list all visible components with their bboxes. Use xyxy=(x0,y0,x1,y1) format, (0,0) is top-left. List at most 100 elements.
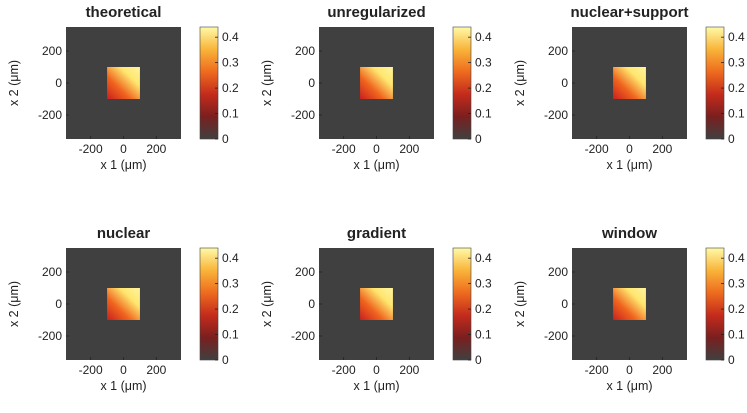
y-tick-label: 0 xyxy=(308,76,315,90)
x-tick-label: 0 xyxy=(373,142,380,156)
x-tick-label: 0 xyxy=(120,142,127,156)
x-tick-label: -200 xyxy=(79,363,103,377)
y-tick-label: -200 xyxy=(291,329,315,343)
y-axis-label: x 2 (μm) xyxy=(260,60,274,106)
y-tick-label: 0 xyxy=(561,76,568,90)
colorbar xyxy=(705,26,725,140)
colorbar-tick-label: 0.3 xyxy=(728,277,745,291)
x-tick-label: 200 xyxy=(146,142,166,156)
y-tick-label: 0 xyxy=(308,297,315,311)
colorbar-tick-label: 0.1 xyxy=(222,328,239,342)
heatmap-square xyxy=(613,67,646,99)
colorbar-tick-label: 0 xyxy=(222,132,229,146)
y-axis-label: x 2 (μm) xyxy=(513,281,527,327)
x-tick-label: 200 xyxy=(146,363,166,377)
heatmap-square xyxy=(360,67,393,99)
panel-title: unregularized xyxy=(327,4,425,21)
colorbar xyxy=(199,247,219,361)
x-tick-label: 200 xyxy=(399,363,419,377)
y-tick-label: 0 xyxy=(561,297,568,311)
colorbar-tick-label: 0.1 xyxy=(728,328,745,342)
colorbar-tick-label: 0.3 xyxy=(475,277,492,291)
y-tick-label: 200 xyxy=(548,44,568,58)
heatmap-square xyxy=(360,288,393,320)
colorbar-tick-label: 0.1 xyxy=(222,107,239,121)
x-tick-label: 0 xyxy=(373,363,380,377)
x-tick-label: 200 xyxy=(399,142,419,156)
colorbar-tick-label: 0.1 xyxy=(475,328,492,342)
colorbar-tick-label: 0.1 xyxy=(475,107,492,121)
y-tick-label: 0 xyxy=(55,76,62,90)
x-tick-label: 0 xyxy=(626,363,633,377)
x-tick-label: 200 xyxy=(652,363,672,377)
y-tick-label: 200 xyxy=(42,265,62,279)
panel-title: theoretical xyxy=(86,4,162,21)
colorbar xyxy=(452,247,472,361)
colorbar-tick-label: 0.3 xyxy=(222,277,239,291)
colorbar-tick-label: 0.1 xyxy=(728,107,745,121)
y-tick-label: 0 xyxy=(55,297,62,311)
colorbar-tick-label: 0 xyxy=(728,132,735,146)
y-tick-label: -200 xyxy=(544,108,568,122)
x-tick-label: -200 xyxy=(585,363,609,377)
panel-title: nuclear xyxy=(97,225,151,242)
colorbar-tick-label: 0.4 xyxy=(222,251,239,265)
colorbar-tick-label: 0.4 xyxy=(475,251,492,265)
colorbar-tick-label: 0.2 xyxy=(222,302,239,316)
y-axis-label: x 2 (μm) xyxy=(513,60,527,106)
colorbar xyxy=(452,26,472,140)
x-tick-label: 0 xyxy=(626,142,633,156)
colorbar-tick-label: 0 xyxy=(475,353,482,367)
colorbar-tick-label: 0.3 xyxy=(222,56,239,70)
colorbar-tick-label: 0.2 xyxy=(475,302,492,316)
colorbar-tick-label: 0.2 xyxy=(475,81,492,95)
panel-title: nuclear+support xyxy=(571,4,689,21)
colorbar-tick-label: 0.4 xyxy=(728,251,745,265)
colorbar-tick-label: 0.2 xyxy=(728,302,745,316)
colorbar-tick-label: 0.4 xyxy=(475,30,492,44)
x-axis-label: x 1 (μm) xyxy=(353,379,399,393)
colorbar-tick-label: 0.2 xyxy=(222,81,239,95)
x-tick-label: -200 xyxy=(79,142,103,156)
x-axis-label: x 1 (μm) xyxy=(606,158,652,172)
colorbar xyxy=(199,26,219,140)
heatmap-square xyxy=(107,67,140,99)
colorbar-tick-label: 0.4 xyxy=(728,30,745,44)
y-tick-label: 200 xyxy=(295,44,315,58)
x-tick-label: -200 xyxy=(585,142,609,156)
colorbar-tick-label: 0.3 xyxy=(475,56,492,70)
y-tick-label: -200 xyxy=(291,108,315,122)
y-axis-label: x 2 (μm) xyxy=(7,281,21,327)
panel-title: window xyxy=(601,225,657,242)
panel-title: gradient xyxy=(347,225,406,242)
colorbar-tick-label: 0 xyxy=(222,353,229,367)
x-tick-label: -200 xyxy=(332,142,356,156)
heatmap-square xyxy=(613,288,646,320)
y-axis-label: x 2 (μm) xyxy=(7,60,21,106)
y-tick-label: -200 xyxy=(38,329,62,343)
y-tick-label: -200 xyxy=(544,329,568,343)
y-tick-label: 200 xyxy=(548,265,568,279)
colorbar-tick-label: 0.2 xyxy=(728,81,745,95)
y-tick-label: 200 xyxy=(295,265,315,279)
x-tick-label: 200 xyxy=(652,142,672,156)
x-tick-label: 0 xyxy=(120,363,127,377)
y-tick-label: 200 xyxy=(42,44,62,58)
x-axis-label: x 1 (μm) xyxy=(606,379,652,393)
colorbar xyxy=(705,247,725,361)
colorbar-tick-label: 0 xyxy=(475,132,482,146)
x-axis-label: x 1 (μm) xyxy=(100,158,146,172)
x-axis-label: x 1 (μm) xyxy=(100,379,146,393)
x-tick-label: -200 xyxy=(332,363,356,377)
heatmap-square xyxy=(107,288,140,320)
y-axis-label: x 2 (μm) xyxy=(260,281,274,327)
colorbar-tick-label: 0.4 xyxy=(222,30,239,44)
y-tick-label: -200 xyxy=(38,108,62,122)
